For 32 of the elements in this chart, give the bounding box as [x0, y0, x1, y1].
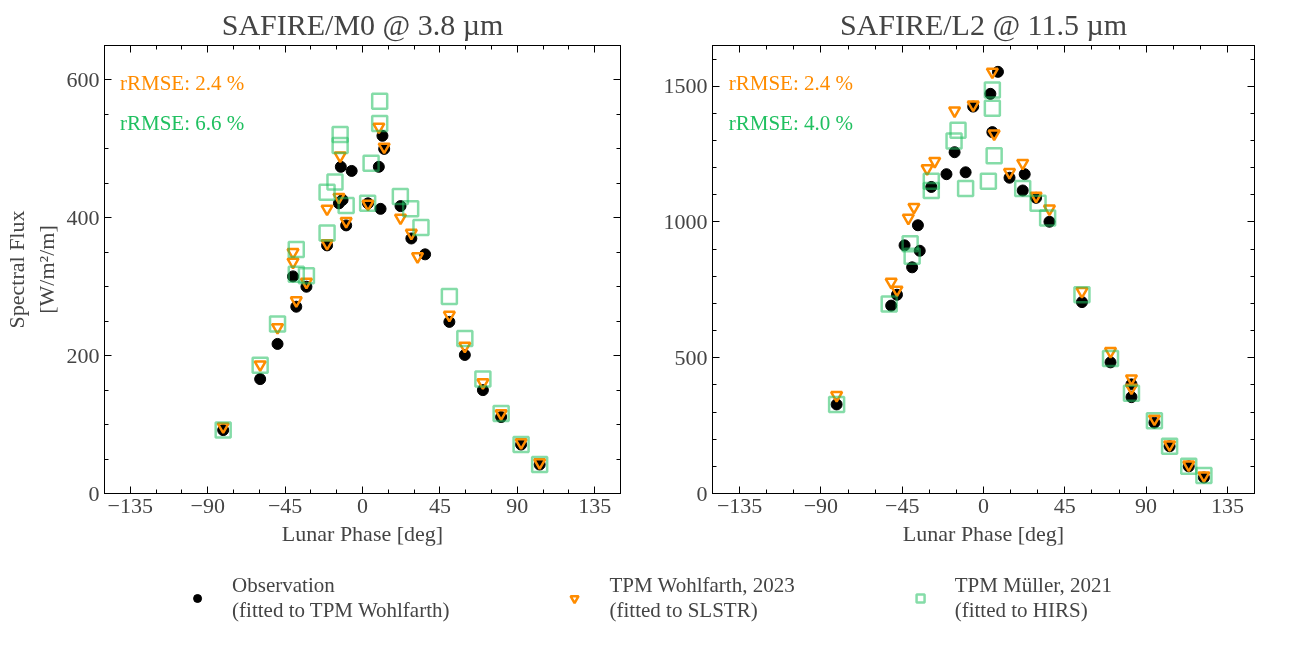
y-tick-label: 1000	[663, 208, 708, 234]
annotation: rRMSE: 4.0 %	[728, 111, 854, 136]
x-tick-label: 135	[578, 492, 612, 518]
x-tick-label: −45	[885, 492, 920, 518]
x-axis-title: Lunar Phase [deg]	[281, 520, 444, 546]
x-tick-label: −135	[107, 492, 154, 518]
x-tick-label: −90	[190, 492, 225, 518]
x-tick-label: −90	[803, 492, 839, 518]
chart-title: SAFIRE/L2 @ 11.5 µm	[839, 7, 1128, 42]
legend-label: TPM Wohlfarth, 2023 (fitted to SLSTR)	[609, 573, 795, 623]
x-tick-label: 90	[1135, 492, 1158, 518]
legend-label: Observation (fitted to TPM Wohlfarth)	[232, 573, 450, 623]
y-tick-label: 1500	[663, 73, 708, 99]
annotation: rRMSE: 6.6 %	[119, 111, 245, 136]
chart-title: SAFIRE/M0 @ 3.8 µm	[221, 7, 504, 42]
x-tick-label: 45	[428, 492, 451, 518]
annotation: rRMSE: 2.4 %	[728, 70, 854, 95]
y-axis-title: Spectral Flux [W/m²/m]	[3, 210, 59, 329]
x-tick-label: 0	[357, 492, 368, 518]
x-tick-label: 135	[1210, 492, 1244, 518]
x-axis-title: Lunar Phase [deg]	[902, 520, 1065, 546]
x-tick-label: 0	[978, 492, 989, 518]
x-tick-label: −45	[267, 492, 303, 518]
annotation: rRMSE: 2.4 %	[119, 70, 245, 95]
x-tick-label: −135	[716, 492, 763, 518]
x-tick-label: 45	[1053, 492, 1076, 518]
y-tick-label: 200	[66, 342, 100, 368]
y-tick-label: 500	[674, 344, 708, 370]
x-tick-label: 90	[506, 492, 529, 518]
y-tick-label: 600	[66, 66, 100, 92]
y-tick-label: 400	[66, 204, 100, 230]
legend-label: TPM Müller, 2021 (fitted to HIRS)	[954, 573, 1112, 623]
